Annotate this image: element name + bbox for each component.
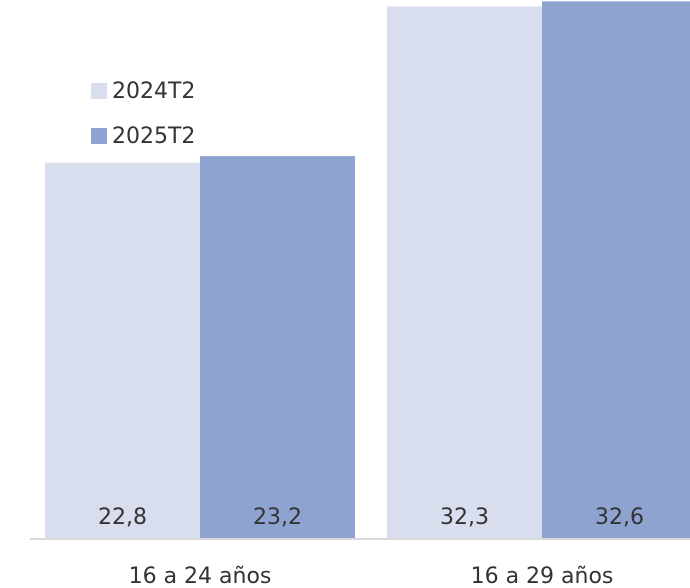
bar-2024T2-2 [387, 6, 542, 539]
value-label: 22,8 [98, 505, 147, 530]
legend-label: 2025T2 [112, 124, 195, 149]
bar-2025T2-1 [200, 156, 355, 539]
category-label: 16 a 24 años [129, 564, 272, 588]
labels-layer: 22,8 23,2 16 a 24 años 32,3 32,6 16 a 29 años [98, 505, 644, 588]
legend-swatch [91, 128, 107, 144]
bar-2024T2-1 [45, 162, 200, 538]
bar-2025T2-2 [542, 1, 690, 539]
value-label: 32,3 [440, 505, 489, 530]
legend-label: 2024T2 [112, 79, 195, 104]
bars-layer [45, 1, 690, 539]
legend-swatch [91, 83, 107, 99]
category-label: 16 a 29 años [471, 564, 614, 588]
value-label: 32,6 [595, 505, 644, 530]
value-label: 23,2 [253, 505, 302, 530]
legend: 2024T2 2025T2 [91, 79, 195, 149]
